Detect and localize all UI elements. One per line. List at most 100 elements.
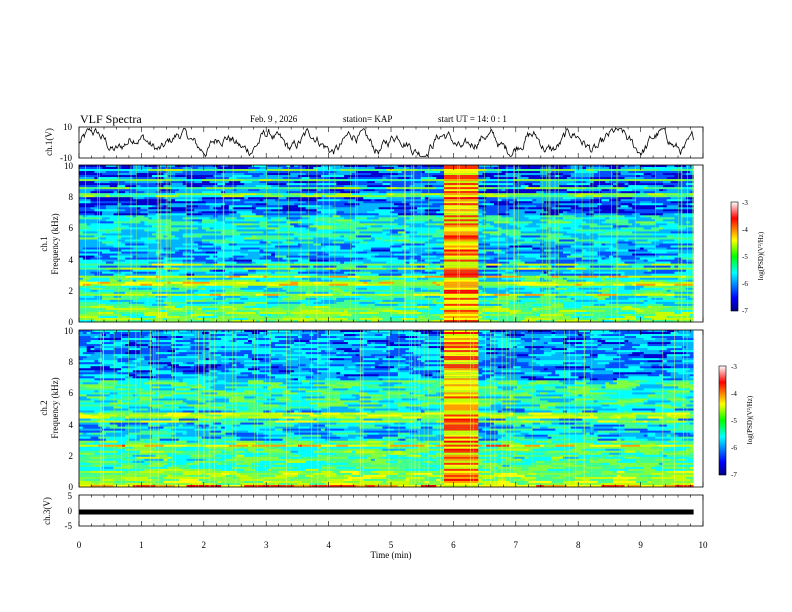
spectrogram-cell — [486, 195, 506, 198]
ch1-waveform-line — [78, 127, 694, 158]
spectrogram-cell — [509, 362, 518, 365]
spectrogram-cell — [409, 267, 422, 270]
spectrogram-cell — [317, 346, 337, 349]
spectrogram-cell — [98, 265, 118, 268]
spectrogram-cell — [332, 360, 353, 363]
spectrogram-cell — [682, 211, 691, 214]
spectrogram-cell — [409, 185, 426, 188]
spectrogram-cell — [624, 175, 637, 178]
spectrogram-cell — [321, 293, 333, 297]
spectrogram-cell — [413, 183, 433, 186]
spectrogram-cell — [601, 285, 625, 289]
spectrogram-cell — [624, 177, 644, 180]
spectrogram-cell — [536, 229, 552, 232]
spectrogram-cell — [317, 171, 337, 174]
spectrogram-cell — [240, 362, 264, 365]
ch1-spectrogram-ylabel-frequency: Frequency (kHz) — [50, 213, 60, 274]
spectrogram-cell — [109, 217, 130, 220]
spectrogram-cell — [639, 237, 652, 240]
spectrogram-cell — [178, 195, 195, 198]
spectrogram-cell — [294, 340, 310, 343]
spectrogram-cell — [493, 203, 518, 206]
spectrogram-streak — [514, 165, 515, 322]
spectrogram-cell — [474, 356, 499, 359]
spectrogram-cell — [359, 259, 372, 262]
spectrogram-cell — [589, 319, 598, 323]
spectrogram-cell — [563, 173, 572, 176]
spectrogram-cell — [505, 356, 518, 359]
spectrogram-cell — [586, 309, 606, 313]
spectrogram-cell — [582, 195, 587, 198]
spectrogram-cell — [79, 279, 87, 283]
spectrogram-cell — [278, 169, 283, 172]
spectrogram-cell — [198, 293, 210, 297]
spectrogram-cell — [113, 247, 134, 250]
spectrogram-cell — [520, 259, 537, 262]
spectrogram-cell — [689, 193, 694, 196]
spectrogram-cell — [382, 370, 391, 373]
spectrogram-cell — [128, 340, 153, 343]
spectrogram-cell — [290, 279, 310, 283]
spectrogram-cell — [171, 307, 184, 311]
spectrogram-cell — [282, 275, 291, 279]
spectrogram-cell — [347, 177, 368, 180]
spectrogram-cell — [255, 271, 268, 274]
spectrogram-cell — [221, 346, 226, 349]
spectrogram-cell — [159, 275, 180, 279]
spectrogram-cell — [324, 332, 345, 335]
spectrogram-streak — [592, 165, 594, 322]
spectrogram-cell — [413, 277, 418, 281]
spectrogram-cell — [324, 195, 337, 198]
spectrogram-cell — [474, 330, 491, 333]
spectrogram-cell — [344, 352, 349, 355]
spectrogram-cell — [689, 211, 694, 214]
spectrogram-cell — [217, 257, 222, 260]
spectrogram-burst-cell — [444, 187, 479, 190]
spectrogram-cell — [190, 342, 195, 345]
spectrogram-cell — [297, 235, 318, 238]
spectrogram-cell — [616, 211, 637, 214]
spectrogram-cell — [201, 221, 214, 224]
spectrogram-cell — [151, 285, 168, 289]
spectrogram-cell — [178, 249, 187, 252]
spectrogram-cell — [647, 330, 668, 333]
spectrogram-cell — [175, 235, 184, 238]
spectrogram-cell — [182, 181, 187, 184]
spectrogram-cell — [344, 243, 353, 246]
spectrogram-cell — [474, 239, 483, 242]
spectrogram-cell — [344, 332, 368, 335]
spectrogram-cell — [79, 239, 99, 242]
spectrogram-cell — [382, 239, 399, 242]
spectrogram-cell — [501, 275, 522, 279]
spectrogram-cell — [516, 205, 537, 208]
spectrogram-cell — [159, 358, 184, 361]
spectrogram-cell — [509, 330, 529, 333]
spectrogram-cell — [232, 338, 249, 341]
spectrogram-cell — [79, 281, 99, 285]
spectrogram-cell — [194, 181, 203, 184]
spectrogram-cell — [597, 317, 610, 321]
spectrogram-cell — [643, 309, 660, 313]
spectrogram-cell — [359, 231, 376, 234]
spectrogram-cell — [413, 257, 422, 260]
spectrogram-cell — [405, 221, 426, 224]
spectrogram-cell — [605, 217, 610, 220]
spectrogram-cell — [121, 368, 137, 371]
spectrogram-cell — [209, 350, 218, 353]
spectrogram-cell — [171, 211, 187, 214]
spectrogram-cell — [125, 257, 145, 260]
spectrogram-cell — [501, 263, 518, 266]
spectrogram-cell — [151, 283, 164, 287]
spectrogram-cell — [405, 229, 429, 232]
spectrogram-cell — [689, 358, 694, 361]
spectrogram-cell — [271, 305, 295, 309]
spectrogram-cell — [344, 336, 356, 339]
spectrogram-cell — [566, 287, 579, 291]
spectrogram-burst-cell — [444, 362, 479, 365]
spectrogram-cell — [128, 191, 145, 194]
spectrogram-cell — [570, 209, 583, 212]
spectrogram-cell — [94, 330, 118, 333]
spectrogram-cell — [155, 267, 164, 270]
spectrogram-cell — [290, 330, 303, 333]
spectrogram-cell — [528, 330, 552, 333]
